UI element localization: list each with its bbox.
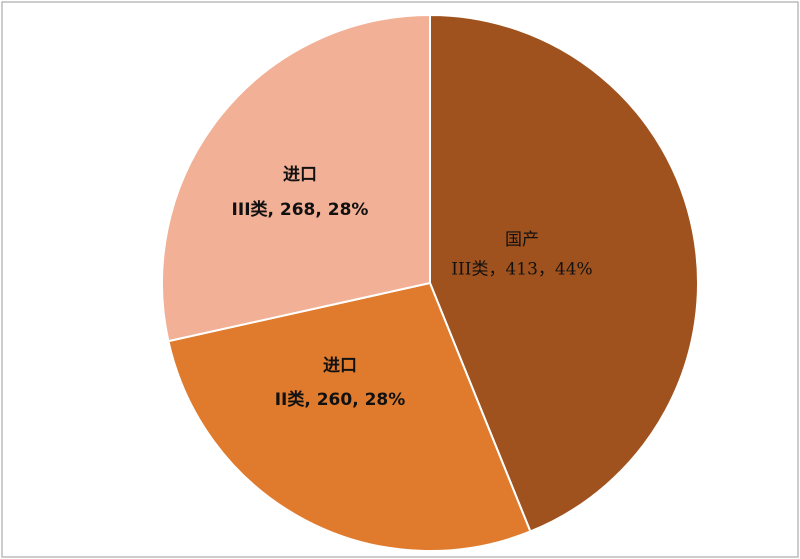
pie-slice [429, 13, 699, 533]
labels: 国产 III类，413，44% 进口 II类, 260, 28% 进口 III类, 268… [232, 165, 593, 410]
pie-slice [161, 13, 431, 343]
pie-slice [167, 281, 532, 552]
slice-category-label: 国产 [505, 230, 539, 250]
slices [161, 13, 699, 552]
slice-value-label: II类, 260, 28% [275, 389, 406, 410]
slice-value-label: III类, 268, 28% [232, 199, 369, 220]
slice-value-label: III类，413，44% [451, 260, 592, 280]
slice-category-label: 进口 [323, 356, 357, 376]
slice-category-label: 进口 [283, 165, 317, 185]
